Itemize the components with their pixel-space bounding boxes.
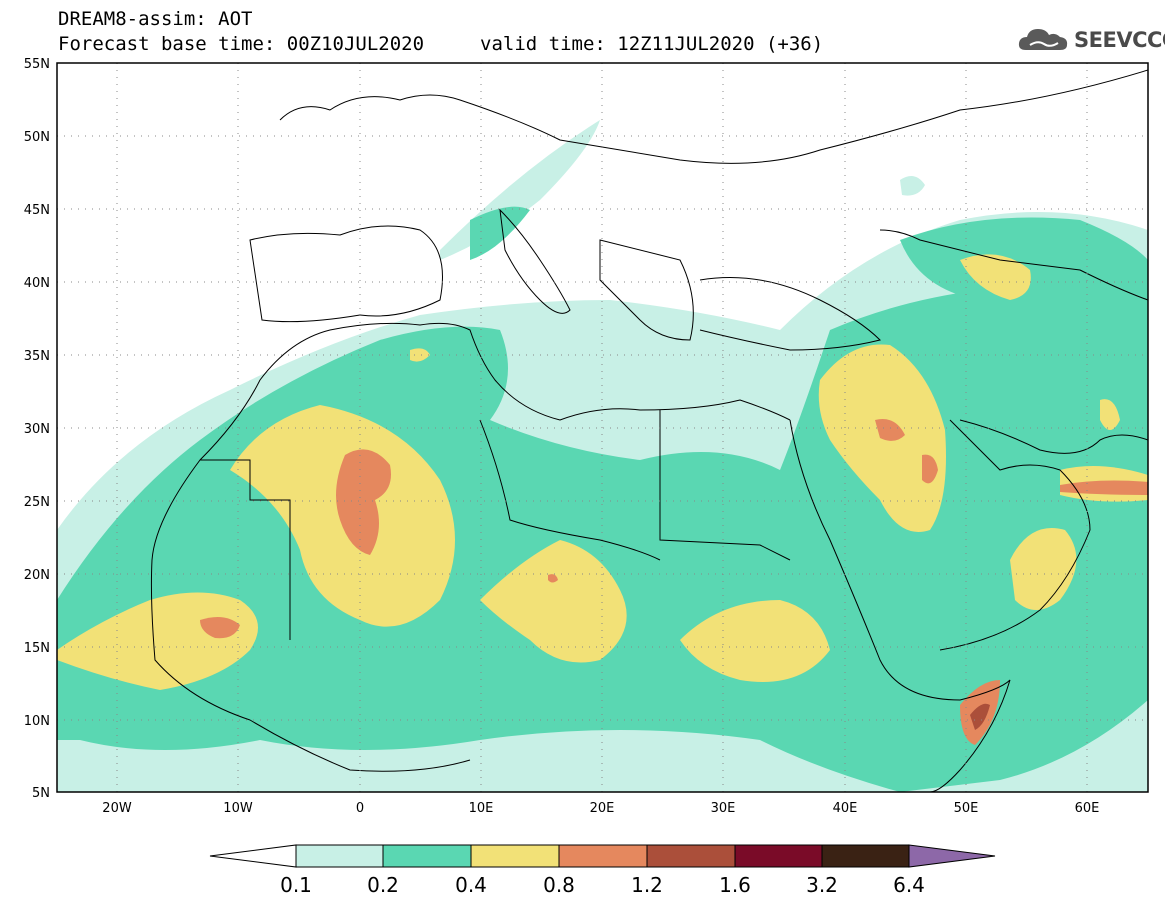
colorbar-label: 6.4 [893, 873, 925, 897]
caucasus-caspian [879, 229, 1148, 301]
longitude-labels: 20W 10W 0 10E 20E 30E 40E 50E 60E [102, 801, 1099, 816]
lon-label: 0 [356, 801, 364, 816]
mauritania-mali-border [200, 459, 291, 640]
colorbar-label: 0.1 [280, 873, 312, 897]
arabian-peninsula [939, 419, 1091, 651]
lat-label: 20N [24, 568, 50, 583]
lat-label: 40N [24, 276, 50, 291]
egypt-sudan-border [659, 410, 791, 561]
colorbar-over-triangle [908, 844, 996, 868]
africa-north-coast [151, 322, 791, 561]
aot-band-0.8 [200, 419, 1148, 745]
colorbar-label: 0.8 [543, 873, 575, 897]
west-africa-coast [150, 559, 471, 772]
lon-label: 40E [833, 801, 858, 816]
colorbar-label: 1.6 [719, 873, 751, 897]
cloud-icon [1018, 29, 1068, 50]
colorbar-swatch [558, 844, 648, 868]
colorbar-swatch [734, 844, 823, 868]
map-frame [56, 62, 1149, 793]
persian-gulf-coast [959, 419, 1148, 454]
lon-label: 10W [223, 801, 253, 816]
greece [599, 239, 694, 341]
logo-text: SEEVCCC [1074, 28, 1165, 52]
red-sea-and-horn-coast [789, 419, 1011, 792]
latitude-labels: 55N 50N 45N 40N 35N 30N 25N 20N 15N 10N … [24, 57, 50, 801]
coastlines [150, 69, 1148, 792]
colorbar-swatch [821, 844, 910, 868]
lon-label: 10E [469, 801, 494, 816]
lat-label: 35N [24, 349, 50, 364]
lat-label: 15N [24, 641, 50, 656]
colorbar-label: 1.2 [631, 873, 663, 897]
colorbar-swatch [382, 844, 472, 868]
italy [499, 208, 571, 314]
lon-label: 20W [102, 801, 132, 816]
lat-label: 50N [24, 130, 50, 145]
iberia [249, 225, 443, 323]
colorbar-label: 0.4 [455, 873, 487, 897]
seevccc-logo: SEEVCCC [1016, 24, 1165, 58]
lat-label: 25N [24, 495, 50, 510]
lat-label: 10N [24, 714, 50, 729]
lon-label: 60E [1075, 801, 1100, 816]
colorbar-under-triangle [209, 844, 297, 868]
lat-label: 5N [32, 786, 50, 801]
colorbar-swatch [295, 844, 384, 868]
colorbar-swatch [470, 844, 560, 868]
graticule [57, 63, 1148, 792]
aot-band-1.2 [970, 703, 990, 730]
valid-time: valid time: 12Z11JUL2020 (+36) [480, 33, 824, 55]
colorbar-label: 0.2 [367, 873, 399, 897]
colorbar-labels: 0.1 0.2 0.4 0.8 1.2 1.6 3.2 6.4 [280, 873, 925, 897]
map-title: DREAM8-assim: AOT [58, 8, 253, 30]
europe-outline [279, 69, 1148, 164]
lat-label: 30N [24, 422, 50, 437]
lat-label: 45N [24, 203, 50, 218]
libya-chad-border [479, 419, 661, 561]
colorbar-swatch [646, 844, 736, 868]
lon-label: 50E [954, 801, 979, 816]
lon-label: 20E [590, 801, 615, 816]
lon-label: 30E [711, 801, 736, 816]
colorbar-label: 3.2 [806, 873, 838, 897]
lat-label: 55N [24, 57, 50, 72]
forecast-base-time: Forecast base time: 00Z10JUL2020 [58, 33, 425, 55]
